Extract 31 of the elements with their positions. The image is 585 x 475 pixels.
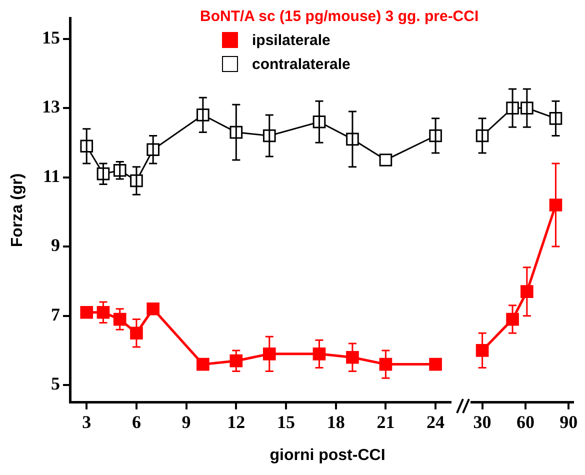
legend-title: BoNT/A sc (15 pg/mouse) 3 gg. pre-CCI	[200, 8, 479, 25]
y-tick-label: 5	[51, 374, 60, 394]
legend-label: contralaterale	[252, 56, 350, 72]
x-axis-title: giorni post-CCI	[268, 447, 386, 465]
point	[196, 358, 210, 371]
x-tick-label: 3	[82, 412, 92, 432]
point	[262, 348, 276, 360]
x-tick-label: 12	[227, 412, 246, 432]
y-tick-label: 15	[42, 27, 60, 48]
x-tick-label: 90	[560, 412, 578, 432]
point	[520, 285, 534, 298]
point	[346, 350, 359, 364]
x-tick-label: 9	[182, 412, 191, 432]
y-axis-title: Forza (gr)	[9, 173, 26, 248]
point	[379, 154, 392, 166]
x-tick-label: 15	[277, 412, 296, 432]
x-tick-label: 18	[326, 412, 345, 432]
y-tick-label: 13	[42, 96, 60, 117]
x-tick-label: 21	[376, 412, 395, 432]
x-tick-label: 24	[426, 412, 445, 432]
point	[80, 306, 94, 319]
x-tick-label: 6	[132, 412, 141, 432]
y-tick-label: 9	[51, 235, 60, 256]
point	[130, 326, 143, 340]
x-tick-label: 30	[473, 412, 492, 432]
x-tick-label: 60	[516, 412, 534, 432]
point	[146, 302, 160, 316]
y-tick-label: 7	[51, 304, 60, 324]
legend-label: ipsilaterale	[252, 32, 330, 48]
point	[429, 358, 442, 371]
y-tick-label: 11	[42, 166, 60, 186]
